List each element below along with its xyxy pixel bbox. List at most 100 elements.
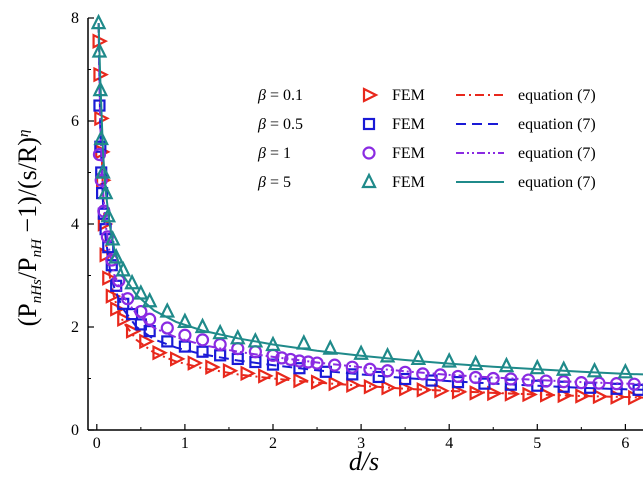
series-2-point-32 (521, 373, 536, 387)
series-2-point-9 (160, 321, 174, 335)
series-2-point-37 (609, 377, 624, 391)
series-2-point-19 (301, 355, 315, 369)
series-2-point-36 (592, 376, 606, 390)
series-3-point-15 (194, 317, 211, 334)
series-3-point-13 (159, 302, 176, 318)
series-2-point-25 (398, 365, 412, 379)
y-tick-label-3: 6 (71, 113, 79, 130)
series-1-point-22 (346, 368, 359, 381)
x-tick-label-5: 5 (533, 435, 541, 452)
legend-beta-value-3: = 5 (270, 174, 291, 191)
series-0-point-21 (293, 372, 309, 389)
legend-marker-0 (362, 87, 379, 103)
y-axis-title-open: (P (13, 303, 42, 326)
x-tick-label-0: 0 (93, 435, 101, 452)
y-tick-label-1: 2 (71, 319, 79, 336)
y-tick-label-2: 4 (71, 216, 79, 233)
series-3-point-19 (265, 335, 281, 352)
legend-line-label-1: equation (7) (518, 116, 596, 133)
series-3-point-6 (100, 206, 117, 223)
legend-line-label-0: equation (7) (518, 87, 596, 104)
legend: β = 0.1 FEM equation (7) β = 0.5 FEM equation… (257, 87, 596, 191)
series-1-point-13 (161, 335, 174, 348)
series-0-point-38 (592, 388, 609, 405)
axes: 0 1 2 3 4 5 6 0 2 4 6 8 (71, 10, 643, 452)
series-2-point-38 (627, 377, 641, 391)
series-3-point-18 (247, 331, 264, 348)
series-2-point-11 (195, 333, 210, 347)
x-tick-label-4: 4 (445, 435, 453, 452)
series-2-point-33 (539, 374, 553, 388)
series-0-point-15 (187, 355, 204, 371)
series-2-point-17 (284, 352, 298, 367)
series-2-point-18 (292, 354, 307, 368)
legend-line-label-3: equation (7) (518, 174, 596, 191)
series-0-point-8 (105, 288, 122, 304)
series-3-point-21 (322, 339, 339, 355)
series-0-point-20 (275, 370, 292, 387)
series-0-point-17 (222, 362, 239, 379)
series-3-point-24 (410, 349, 427, 366)
series-2-point-0 (92, 147, 107, 162)
series-1 (93, 23, 643, 396)
series-0-point-23 (328, 375, 345, 392)
legend-beta-value-1: = 0.5 (270, 116, 303, 133)
series-2-point-30 (486, 371, 500, 386)
series-1-point-1 (94, 140, 107, 153)
legend-beta-3: β (257, 174, 266, 191)
series-2-point-34 (557, 374, 571, 389)
series-0-point-37 (575, 388, 591, 404)
chart-marks (90, 13, 643, 406)
x-tick-label-1: 1 (181, 435, 189, 452)
series-0-point-10 (117, 311, 133, 328)
series-0-point-31 (469, 385, 486, 401)
series-3-point-7 (104, 229, 121, 246)
x-axis-title: d/s (349, 447, 379, 476)
series-3-point-31 (617, 362, 634, 379)
y-axis-title-sup: η (16, 130, 32, 137)
series-0-point-22 (310, 374, 327, 390)
y-axis-title: (PnHs/PnH −1)/(s/R)η (13, 130, 45, 327)
y-tick-label-4: 8 (71, 10, 79, 27)
series-3-point-8 (108, 248, 124, 264)
y-axis-title-rest: −1)/(s/R) (13, 137, 42, 239)
series-3-point-0 (90, 13, 107, 30)
series-1-point-24 (399, 372, 412, 386)
series-2-point-31 (504, 372, 518, 386)
legend-line-label-2: equation (7) (518, 145, 596, 162)
series-0-point-13 (152, 344, 168, 361)
series-3-point-23 (379, 346, 396, 363)
series-0 (92, 23, 643, 406)
series-1-point-19 (266, 358, 280, 371)
series-2-point-24 (380, 364, 395, 378)
series-3-point-12 (141, 291, 158, 308)
series-3-point-4 (95, 163, 111, 179)
series-2 (92, 23, 643, 391)
series-3-point-30 (586, 361, 603, 378)
series-2-point-10 (178, 328, 192, 342)
series-0-point-11 (125, 323, 142, 339)
series-1-point-23 (372, 370, 385, 384)
series-3-point-28 (529, 358, 546, 375)
series-0-point-14 (169, 351, 186, 367)
series-0-point-26 (381, 379, 397, 396)
series-2-point-21 (328, 358, 342, 372)
series-1-point-21 (319, 365, 332, 378)
series-3-point-16 (212, 323, 228, 340)
legend-beta-value-2: = 1 (270, 145, 291, 162)
legend-beta-1: β (257, 116, 266, 133)
series-2-point-6 (121, 292, 135, 306)
series-3-point-27 (498, 356, 515, 373)
legend-marker-1 (362, 117, 376, 131)
series-3-point-2 (92, 80, 109, 97)
series-1-point-25 (425, 374, 438, 387)
series-2-point-27 (433, 368, 447, 382)
series-0-point-29 (434, 383, 450, 399)
series-3-point-1 (91, 42, 108, 58)
series-0-point-19 (258, 368, 274, 384)
series-0-point-12 (139, 333, 155, 350)
series-3-point-25 (441, 352, 457, 368)
legend-marker-label-0: FEM (392, 87, 425, 104)
series-2-curve (97, 23, 643, 386)
